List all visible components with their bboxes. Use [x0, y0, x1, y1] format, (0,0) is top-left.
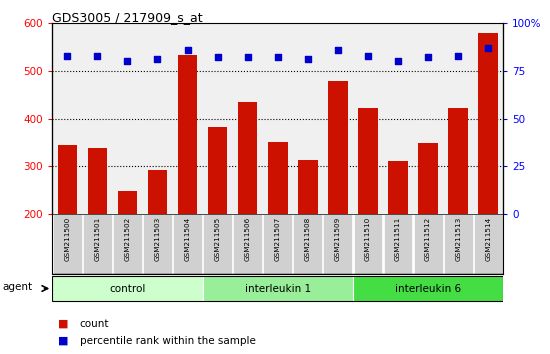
Bar	[233, 214, 262, 274]
Text: GSM211501: GSM211501	[95, 217, 100, 261]
Text: percentile rank within the sample: percentile rank within the sample	[80, 336, 256, 346]
Text: GSM211511: GSM211511	[395, 217, 401, 261]
Text: count: count	[80, 319, 109, 329]
Bar	[328, 81, 348, 214]
Bar	[383, 214, 412, 274]
Bar	[83, 214, 112, 274]
Text: ■: ■	[58, 319, 68, 329]
Text: interleukin 6: interleukin 6	[395, 284, 461, 293]
Text: ■: ■	[58, 336, 68, 346]
Text: GSM211504: GSM211504	[185, 217, 190, 261]
Bar	[474, 214, 503, 274]
Text: agent: agent	[3, 282, 33, 292]
Bar	[388, 161, 408, 214]
Text: GSM211505: GSM211505	[214, 217, 221, 261]
Bar	[203, 214, 232, 274]
Bar	[353, 276, 503, 301]
Bar	[448, 108, 468, 214]
Text: GSM211512: GSM211512	[425, 217, 431, 261]
Bar	[173, 214, 202, 274]
Point	[153, 57, 162, 62]
Bar	[143, 214, 172, 274]
Bar	[208, 127, 227, 214]
Text: interleukin 1: interleukin 1	[245, 284, 311, 293]
Point	[243, 55, 252, 60]
Point	[454, 53, 463, 58]
Text: GSM211514: GSM211514	[485, 217, 491, 261]
Bar	[238, 102, 257, 214]
Bar	[354, 214, 382, 274]
Text: GSM211508: GSM211508	[305, 217, 311, 261]
Point	[93, 53, 102, 58]
Point	[63, 53, 72, 58]
Bar	[444, 214, 472, 274]
Bar	[268, 142, 288, 214]
Text: GSM211507: GSM211507	[275, 217, 280, 261]
Point	[484, 45, 493, 51]
Text: GSM211506: GSM211506	[245, 217, 251, 261]
Text: GSM211502: GSM211502	[124, 217, 130, 261]
Bar	[478, 33, 498, 214]
Bar	[113, 214, 142, 274]
Point	[424, 55, 432, 60]
Point	[273, 55, 282, 60]
Text: GDS3005 / 217909_s_at: GDS3005 / 217909_s_at	[52, 11, 203, 24]
Point	[183, 47, 192, 53]
Text: GSM211510: GSM211510	[365, 217, 371, 261]
Point	[333, 47, 342, 53]
Bar	[323, 214, 353, 274]
Point	[304, 57, 312, 62]
Bar	[53, 214, 82, 274]
Text: GSM211513: GSM211513	[455, 217, 461, 261]
Bar	[58, 145, 77, 214]
Bar	[293, 214, 322, 274]
Bar	[358, 108, 378, 214]
Point	[123, 58, 132, 64]
Point	[364, 53, 372, 58]
Bar	[118, 191, 137, 214]
Bar	[419, 143, 438, 214]
Bar	[87, 148, 107, 214]
Bar	[263, 214, 292, 274]
Text: GSM211500: GSM211500	[64, 217, 70, 261]
Bar	[202, 276, 353, 301]
Text: GSM211503: GSM211503	[155, 217, 161, 261]
Text: GSM211509: GSM211509	[335, 217, 341, 261]
Bar	[298, 160, 317, 214]
Bar	[414, 214, 443, 274]
Text: control: control	[109, 284, 146, 293]
Bar	[148, 170, 167, 214]
Bar	[52, 276, 202, 301]
Bar	[178, 55, 197, 214]
Point	[394, 58, 403, 64]
Point	[213, 55, 222, 60]
